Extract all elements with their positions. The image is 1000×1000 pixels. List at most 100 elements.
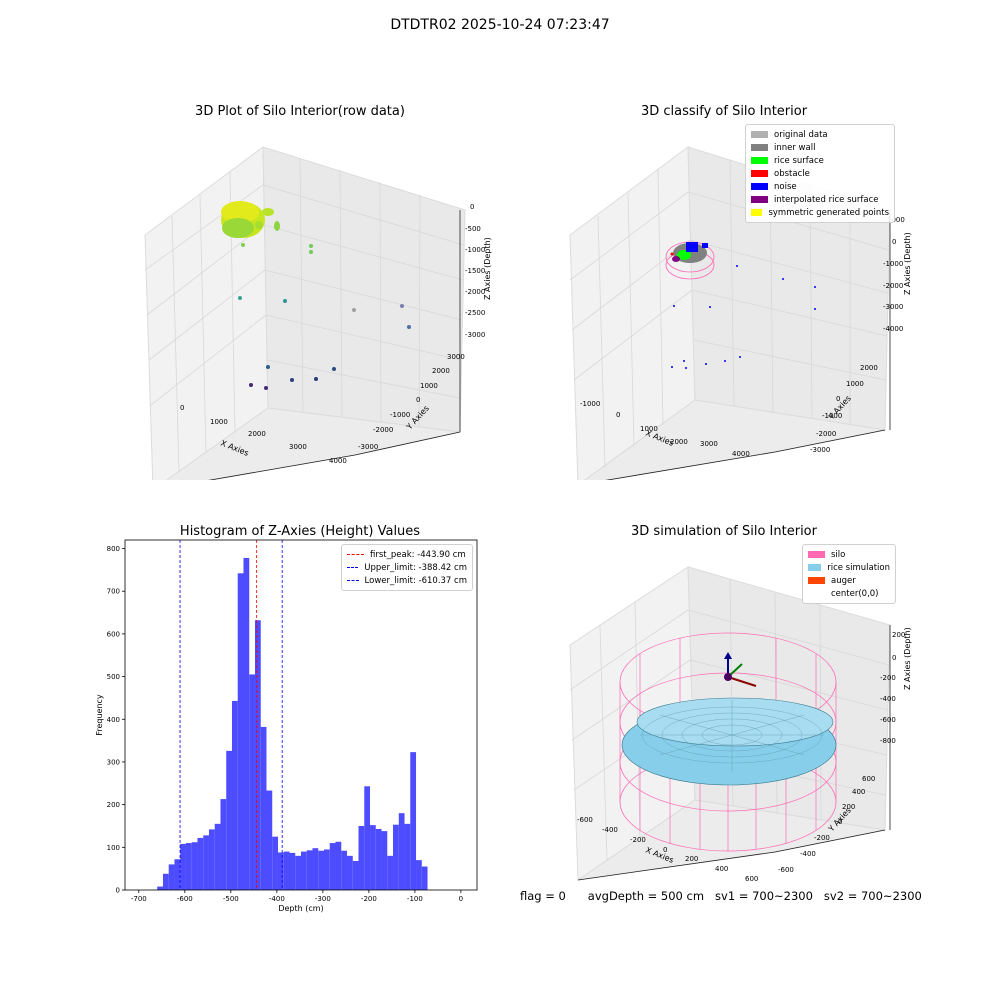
histogram-bar: [191, 842, 198, 890]
legend-item: center(0,0): [808, 587, 890, 600]
legend-label: inner wall: [774, 142, 816, 153]
legend-label: auger: [831, 575, 856, 586]
y-tick-label: 300: [107, 758, 120, 766]
tick-label: -2000: [465, 288, 485, 296]
tick-label: -1000: [822, 412, 842, 420]
x-tick-label: -400: [269, 895, 285, 903]
histogram-x-label: Depth (cm): [278, 904, 323, 913]
histogram-bar: [393, 824, 399, 890]
tick-label: 2000: [670, 438, 688, 446]
legend-item: interpolated rice surface: [751, 193, 889, 206]
histogram-bar: [301, 851, 307, 890]
legend-swatch: [808, 590, 825, 597]
y-tick-label: 200: [107, 801, 120, 809]
histogram-vlines: [179, 540, 283, 890]
histogram-bar: [266, 790, 273, 890]
legend-label: original data: [774, 129, 828, 140]
legend-item: obstacle: [751, 167, 889, 180]
histogram-bar: [347, 855, 353, 890]
x-tick-label: 0: [459, 895, 463, 903]
histogram-bar: [283, 851, 290, 890]
legend-label: obstacle: [774, 168, 810, 179]
tick-label: 200: [685, 855, 698, 863]
histogram-bar: [364, 786, 371, 890]
x-tick-label: -500: [223, 895, 239, 903]
tick-label: 1000: [887, 216, 905, 224]
sv2-text: sv2 = 700~2300: [823, 889, 922, 903]
classify-z-ticks: 1000 0 -1000 -2000 -3000 -4000: [883, 216, 905, 333]
histogram-bar: [329, 843, 336, 890]
raw-3d-axes-box: [144, 146, 466, 480]
tick-label: 2000: [860, 364, 878, 372]
tick-label: -1500: [465, 267, 485, 275]
histogram-chart: -700 -600 -500 -400 -300 -200 -100 0 0 100 200 300…: [95, 539, 478, 913]
tick-label: 0: [180, 404, 184, 412]
histogram-bar: [277, 852, 284, 890]
classify-x-ticks: -1000 0 1000 2000 3000 4000: [580, 400, 750, 458]
histogram-bar: [180, 843, 186, 890]
tick-label: -600: [577, 816, 593, 824]
tick-label: -400: [800, 850, 816, 858]
tick-label: 2000: [432, 367, 450, 375]
legend-item: rice surface: [751, 154, 889, 167]
tick-label: -2000: [883, 282, 903, 290]
tick-label: -200: [814, 834, 830, 842]
histogram-bar: [318, 850, 325, 890]
legend-label: noise: [774, 181, 797, 192]
tick-label: -4000: [883, 325, 903, 333]
legend-label: Lower_limit: -610.37 cm: [364, 575, 467, 586]
histogram-bar: [370, 825, 376, 890]
tick-label: -2500: [465, 309, 485, 317]
histogram-title: Histogram of Z-Axies (Height) Values: [179, 524, 421, 539]
histogram-bar: [260, 726, 267, 890]
histogram-bar: [168, 864, 175, 890]
tick-label: 1000: [846, 380, 864, 388]
simulation-z-ticks: 200 0 -200 -400 -600 -800: [880, 631, 905, 745]
histogram-bar: [203, 835, 209, 890]
tick-label: 2000: [248, 430, 266, 438]
tick-label: 600: [862, 775, 875, 783]
histogram-bar: [352, 860, 359, 890]
tick-label: -1000: [580, 400, 600, 408]
legend-swatch: [347, 567, 359, 568]
histogram-bar: [335, 841, 342, 890]
histogram-y-ticks: 0 100 200 300 400 500 600 700 800: [107, 545, 125, 895]
histogram-bar: [306, 850, 313, 890]
histogram-bar: [410, 752, 417, 890]
tick-label: 0: [416, 396, 420, 404]
classify-legend: original data inner wall rice surface ob…: [745, 124, 895, 223]
tick-label: -200: [630, 836, 646, 844]
status-footer: flag = 0 avgDepth = 500 cm sv1 = 700~230…: [520, 889, 922, 903]
legend-item: Upper_limit: -388.42 cm: [347, 561, 467, 574]
legend-label: silo: [831, 549, 846, 560]
legend-item: original data: [751, 128, 889, 141]
histogram-bar: [381, 831, 388, 890]
tick-label: 0: [470, 203, 474, 211]
histogram-bar: [404, 823, 411, 890]
y-tick-label: 0: [116, 887, 120, 895]
histogram-bar: [157, 886, 163, 890]
tick-label: 0: [616, 411, 620, 419]
classify-plot-title: 3D classify of Silo Interior: [640, 104, 808, 119]
y-tick-label: 600: [107, 630, 120, 638]
raw-plot-title: 3D Plot of Silo Interior(row data): [195, 104, 405, 119]
x-tick-label: -100: [407, 895, 423, 903]
histogram-x-ticks: -700 -600 -500 -400 -300 -200 -100 0: [131, 890, 463, 903]
avg-depth-text: avgDepth = 500 cm: [587, 889, 705, 903]
sv1-text: sv1 = 700~2300: [715, 889, 813, 903]
histogram-bar: [312, 848, 319, 890]
tick-label: -2000: [373, 426, 393, 434]
raw-point-cloud: [221, 201, 411, 390]
classify-z-label: Z Axies (Depth): [903, 232, 912, 295]
simulation-plot-title: 3D simulation of Silo Interior: [631, 524, 817, 539]
legend-label: interpolated rice surface: [774, 194, 879, 205]
tick-label: -1000: [390, 411, 410, 419]
legend-swatch: [808, 551, 825, 558]
tick-label: 200: [842, 803, 855, 811]
tick-label: 4000: [732, 450, 750, 458]
simulation-3d-plot: -600 -400 -200 0 200 400 600 X Axies -60…: [569, 566, 912, 883]
tick-label: -1000: [465, 246, 485, 254]
x-tick-label: -200: [361, 895, 377, 903]
histogram-bar: [208, 829, 215, 890]
legend-swatch: [751, 196, 768, 203]
